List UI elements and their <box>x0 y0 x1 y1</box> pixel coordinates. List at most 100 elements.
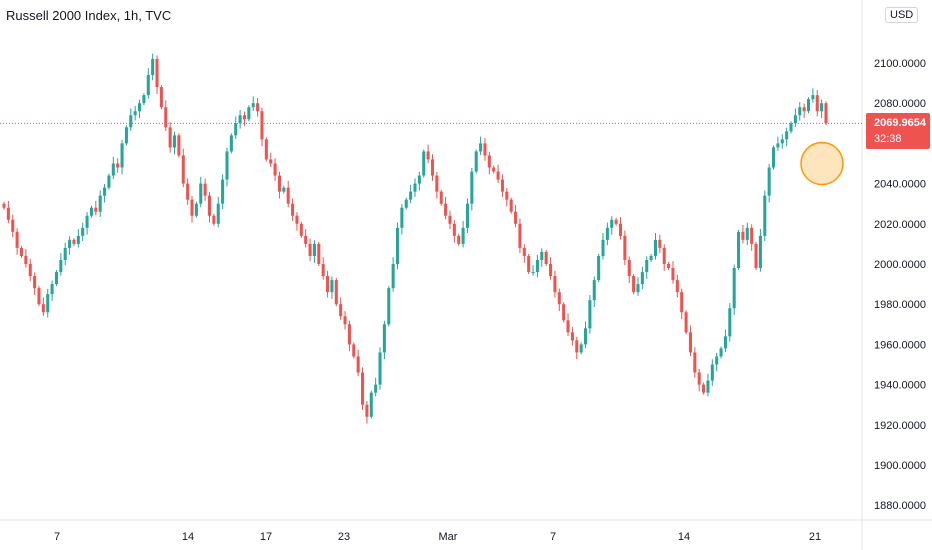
candle-body <box>693 352 697 373</box>
price-tick-label: 2040.0000 <box>874 179 926 191</box>
candle-body <box>479 143 483 152</box>
candle-body <box>514 211 518 224</box>
candle-body <box>531 272 535 274</box>
time-tick-label: 21 <box>809 531 821 543</box>
candle-body <box>352 344 356 357</box>
candle-body <box>374 384 378 393</box>
candle-body <box>326 276 330 293</box>
candle-body <box>452 223 456 236</box>
candle-body <box>500 179 504 192</box>
candle-body <box>702 384 706 393</box>
candle-body <box>286 187 290 204</box>
candle-body <box>492 167 496 172</box>
candle-body <box>570 332 574 341</box>
candle-body <box>124 127 128 144</box>
price-tick-label: 2080.0000 <box>874 98 926 110</box>
candle-body <box>592 280 596 301</box>
candle-body <box>155 58 159 88</box>
candle-body <box>76 235 80 244</box>
price-axis[interactable]: 2100.00002080.00002060.00002040.00002020… <box>874 58 926 512</box>
candle-body <box>142 95 146 104</box>
candle-body <box>404 199 408 208</box>
candle-body <box>207 195 212 216</box>
candle-body <box>435 175 439 192</box>
candle-body <box>282 187 286 192</box>
candle-body <box>715 356 719 365</box>
candle-body <box>579 344 583 353</box>
candle-body <box>247 107 251 120</box>
candle-body <box>688 332 692 353</box>
candle-body <box>312 243 316 256</box>
candle-body <box>98 195 102 212</box>
candle-body <box>465 203 469 228</box>
candle-body <box>339 304 343 317</box>
candle-body <box>824 103 828 124</box>
candle-body <box>496 171 500 180</box>
candle-body <box>448 215 452 224</box>
candle-body <box>636 284 640 293</box>
candle-body <box>793 115 797 124</box>
candle-body <box>28 264 32 277</box>
candle-body <box>588 300 592 329</box>
time-axis[interactable]: 7 14 17 23 Mar 7 14 21 <box>54 531 821 543</box>
candle-body <box>172 135 177 148</box>
candle-body <box>229 135 233 152</box>
candle-body <box>684 312 688 333</box>
candle-body <box>168 127 172 148</box>
candle-body <box>89 207 93 216</box>
candle-body <box>111 163 115 176</box>
candle-body <box>732 268 736 309</box>
time-tick-label: 23 <box>338 531 350 543</box>
candle-body <box>6 207 10 220</box>
candle-body <box>728 308 732 337</box>
candle-body <box>737 231 741 269</box>
candle-body <box>527 255 531 273</box>
candle-body <box>395 227 400 264</box>
candle-body <box>273 163 277 176</box>
candle-body <box>164 107 168 128</box>
candle-body <box>772 147 776 168</box>
candle-body <box>601 239 605 256</box>
candle-body <box>221 179 225 204</box>
candle-body <box>605 227 609 240</box>
candle-body <box>667 264 671 269</box>
candle-body <box>806 99 811 112</box>
highlight-circle <box>800 141 844 186</box>
price-tick-label: 1940.0000 <box>874 380 926 392</box>
candle-body <box>177 135 181 156</box>
candle-body <box>356 356 360 373</box>
candle-body <box>19 247 24 256</box>
time-tick-label: 7 <box>550 531 556 543</box>
bar-countdown: 32:38 <box>874 133 902 145</box>
plot-area[interactable] <box>0 0 862 520</box>
candle-body <box>422 151 426 176</box>
candle-body <box>186 183 190 200</box>
time-tick-label: 7 <box>54 531 60 543</box>
candle-body <box>457 235 461 244</box>
candle-body <box>741 231 745 240</box>
candle-body <box>46 294 50 313</box>
candle-body <box>640 272 644 285</box>
candle-body <box>116 163 120 168</box>
candle-body <box>159 87 163 108</box>
candle-body <box>72 239 76 244</box>
candle-body <box>378 352 382 385</box>
candle-body <box>54 272 58 285</box>
candle-body <box>400 207 404 228</box>
candle-body <box>238 115 242 124</box>
candle-body <box>203 183 207 196</box>
candle-body <box>706 380 710 393</box>
candle-body <box>553 276 557 293</box>
candle-body <box>387 288 391 325</box>
candle-body <box>811 95 815 100</box>
currency-badge[interactable]: USD <box>885 7 919 23</box>
candle-body <box>430 159 435 176</box>
candle-body <box>566 320 570 333</box>
candle-body <box>194 203 198 216</box>
candle-body <box>242 115 247 120</box>
price-tick-label: 1880.0000 <box>874 500 926 512</box>
candle-body <box>487 155 491 168</box>
candle-body <box>107 175 111 188</box>
candle-body <box>59 259 63 273</box>
